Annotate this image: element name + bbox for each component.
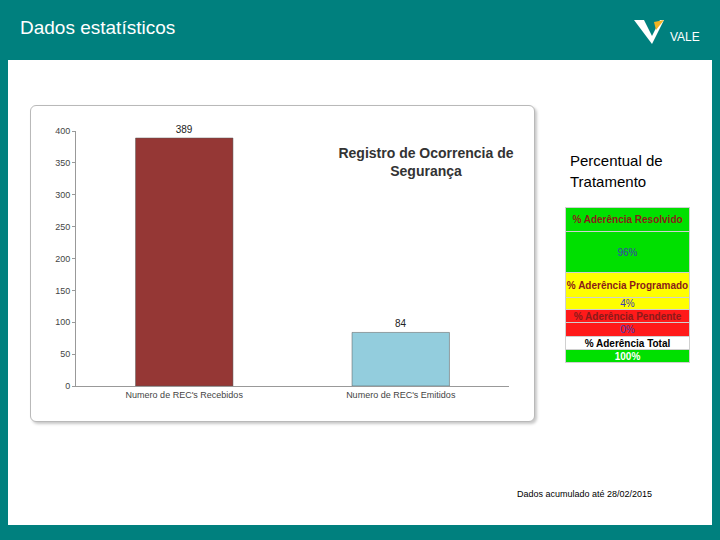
html-text:Percentual de Tratamento: Percentual de Tratamento xyxy=(570,152,663,190)
svg-text:50: 50 xyxy=(60,349,70,359)
svg-text:100: 100 xyxy=(55,317,70,327)
html-text:% Aderência Total: % Aderência Total xyxy=(584,337,671,349)
html-text:96%: 96% xyxy=(617,246,638,258)
html-text:% Aderência Programado: % Aderência Programado xyxy=(566,279,689,291)
html-text:% Aderência Pendente: % Aderência Pendente xyxy=(573,310,682,322)
html-text:Dados acumulado até 28/02/2015: Dados acumulado até 28/02/2015 xyxy=(517,489,653,499)
svg-text:84: 84 xyxy=(395,318,407,329)
html-text:4%: 4% xyxy=(620,298,635,309)
svg-text:389: 389 xyxy=(176,124,193,135)
html-text:Registro de Ocorrencia de Segu: Registro de Ocorrencia de Segurança xyxy=(338,145,514,179)
html-text:Dados estatísticos: Dados estatísticos xyxy=(20,17,176,38)
html-text:% Aderência Resolvido: % Aderência Resolvido xyxy=(572,214,683,225)
svg-text:VALE: VALE xyxy=(670,30,700,44)
svg-text:Numero de REC's Recebidos: Numero de REC's Recebidos xyxy=(126,390,244,400)
svg-text:350: 350 xyxy=(55,158,70,168)
html-text:0%: 0% xyxy=(620,324,635,335)
svg-text:400: 400 xyxy=(55,126,70,136)
html-text:100%: 100% xyxy=(614,350,641,362)
svg-text:300: 300 xyxy=(55,190,70,200)
svg-text:Numero de REC's Emitidos: Numero de REC's Emitidos xyxy=(346,390,456,400)
svg-text:250: 250 xyxy=(55,222,70,232)
svg-text:200: 200 xyxy=(55,254,70,264)
svg-text:0: 0 xyxy=(65,381,70,391)
svg-text:150: 150 xyxy=(55,286,70,296)
